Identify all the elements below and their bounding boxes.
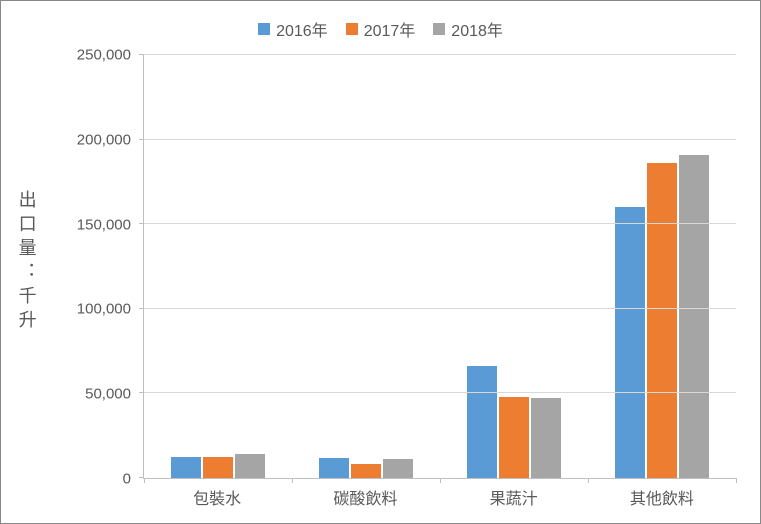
bar [531, 398, 561, 478]
y-axis-label: 出口量：千升 [15, 190, 37, 334]
y-ticks: 050,000100,000150,000200,000250,000 [65, 55, 137, 479]
x-tickmark [440, 478, 441, 483]
y-tickmark [139, 223, 144, 224]
legend: 2016年 2017年 2018年 [1, 17, 760, 41]
x-tickmark [144, 478, 145, 483]
x-labels: 包裝水碳酸飲料果蔬汁其他飲料 [143, 485, 736, 509]
y-tick-label: 200,000 [65, 131, 131, 148]
category-group [588, 55, 736, 478]
bar [383, 459, 413, 478]
bar [499, 397, 529, 478]
y-tick-label: 50,000 [65, 386, 131, 403]
x-tickmark [736, 478, 737, 483]
legend-item-2: 2018年 [433, 17, 503, 41]
y-tick-label: 0 [65, 471, 131, 488]
legend-swatch [346, 23, 358, 35]
legend-label: 2017年 [364, 17, 416, 41]
bar [203, 457, 233, 478]
x-axis-label: 包裝水 [143, 485, 291, 509]
gridline [144, 54, 736, 55]
x-axis-label: 其他飲料 [588, 485, 736, 509]
bar [171, 457, 201, 478]
legend-label: 2018年 [451, 17, 503, 41]
bar [467, 366, 497, 478]
y-tick-label: 100,000 [65, 301, 131, 318]
y-tick-label: 150,000 [65, 216, 131, 233]
y-tickmark [139, 392, 144, 393]
y-tick-label: 250,000 [65, 47, 131, 64]
x-tickmark [588, 478, 589, 483]
bar [647, 163, 677, 478]
plot-wrap: 050,000100,000150,000200,000250,000 包裝水碳… [65, 55, 736, 479]
category-group [144, 55, 292, 478]
gridline [144, 392, 736, 393]
bar [319, 458, 349, 478]
y-tickmark [139, 308, 144, 309]
x-tickmark [292, 478, 293, 483]
bar-groups [144, 55, 736, 478]
y-tickmark [139, 139, 144, 140]
category-group [292, 55, 440, 478]
legend-item-0: 2016年 [258, 17, 328, 41]
bar [615, 207, 645, 478]
bar [351, 464, 381, 478]
chart-container: 2016年 2017年 2018年 出口量：千升 0 50,000 100,000 150… [0, 0, 761, 524]
x-axis-label: 碳酸飲料 [291, 485, 439, 509]
plot-area [143, 55, 736, 479]
gridline [144, 308, 736, 309]
y-tickmark [139, 54, 144, 55]
legend-item-1: 2017年 [346, 17, 416, 41]
category-group [440, 55, 588, 478]
bar [679, 155, 709, 478]
gridline [144, 139, 736, 140]
x-axis-label: 果蔬汁 [440, 485, 588, 509]
legend-swatch [258, 23, 270, 35]
legend-label: 2016年 [276, 17, 328, 41]
gridline [144, 223, 736, 224]
legend-swatch [433, 23, 445, 35]
bar [235, 454, 265, 478]
